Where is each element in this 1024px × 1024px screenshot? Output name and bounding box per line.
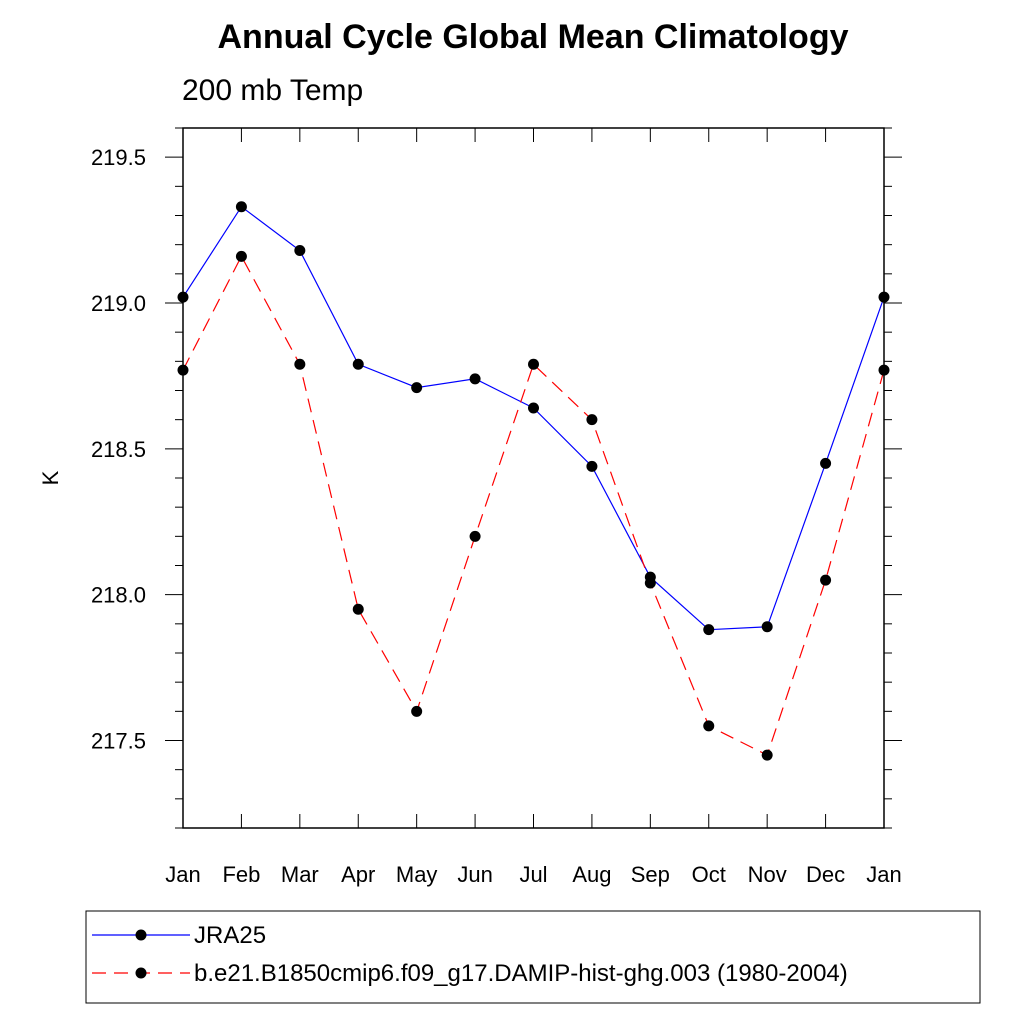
data-point xyxy=(586,460,598,472)
series-line-0 xyxy=(182,205,885,631)
data-point xyxy=(411,705,423,717)
legend-label-1: b.e21.B1850cmip6.f09_g17.DAMIP-hist-ghg.… xyxy=(194,960,848,987)
y-axis-label: K xyxy=(38,470,63,485)
x-tick-label: Sep xyxy=(631,862,670,887)
data-point xyxy=(820,574,832,586)
data-point xyxy=(644,577,656,589)
y-tick-label: 219.0 xyxy=(91,291,146,316)
x-tick-label: Jan xyxy=(866,862,901,887)
data-point xyxy=(352,358,364,370)
x-tick-label: Nov xyxy=(748,862,787,887)
y-tick-label: 218.5 xyxy=(91,437,146,462)
series-line-1 xyxy=(182,255,885,756)
x-tick-label: May xyxy=(396,862,438,887)
x-tick-label: Dec xyxy=(806,862,845,887)
legend: JRA25 b.e21.B1850cmip6.f09_g17.DAMIP-hist… xyxy=(92,922,848,987)
data-point xyxy=(761,621,773,633)
series-points xyxy=(177,201,890,761)
data-point xyxy=(586,414,598,426)
x-tick-label: Mar xyxy=(281,862,319,887)
legend-marker xyxy=(135,929,147,941)
data-point xyxy=(761,749,773,761)
y-tick-label: 219.5 xyxy=(91,145,146,170)
data-point xyxy=(235,250,247,262)
axis-ticks xyxy=(165,127,902,829)
legend-label-0: JRA25 xyxy=(194,922,266,949)
legend-marker xyxy=(135,967,147,979)
y-tick-label: 217.5 xyxy=(91,729,146,754)
series-lines xyxy=(182,205,885,756)
chart-subtitle: 200 mb Temp xyxy=(182,74,363,107)
data-point xyxy=(177,364,189,376)
data-point xyxy=(703,720,715,732)
plot-frame xyxy=(182,127,885,829)
x-tick-label: Jun xyxy=(457,862,492,887)
x-tick-label: Aug xyxy=(572,862,611,887)
data-point xyxy=(528,402,539,414)
data-point xyxy=(469,530,481,542)
data-point xyxy=(294,358,306,370)
data-point xyxy=(878,364,890,376)
x-tick-label: Jul xyxy=(519,862,547,887)
data-point xyxy=(177,291,189,303)
data-point xyxy=(294,245,306,256)
x-tick-label: Oct xyxy=(692,862,726,887)
y-tick-label: 218.0 xyxy=(91,583,146,608)
legend-box xyxy=(85,910,981,1004)
data-point xyxy=(820,457,832,469)
data-point xyxy=(878,291,890,303)
data-point xyxy=(469,373,481,385)
data-point xyxy=(528,358,539,370)
x-tick-label: Apr xyxy=(341,862,375,887)
data-point xyxy=(352,603,364,615)
data-point xyxy=(703,624,715,636)
x-tick-label: Feb xyxy=(222,862,260,887)
x-tick-label: Jan xyxy=(165,862,200,887)
chart-title: Annual Cycle Global Mean Climatology xyxy=(218,18,849,56)
data-point xyxy=(411,382,423,394)
data-point xyxy=(235,201,247,213)
tick-labels: Jan Feb Mar Apr May Jun Jul Aug Sep Oct Nov Dec Jan 2… xyxy=(91,145,902,887)
